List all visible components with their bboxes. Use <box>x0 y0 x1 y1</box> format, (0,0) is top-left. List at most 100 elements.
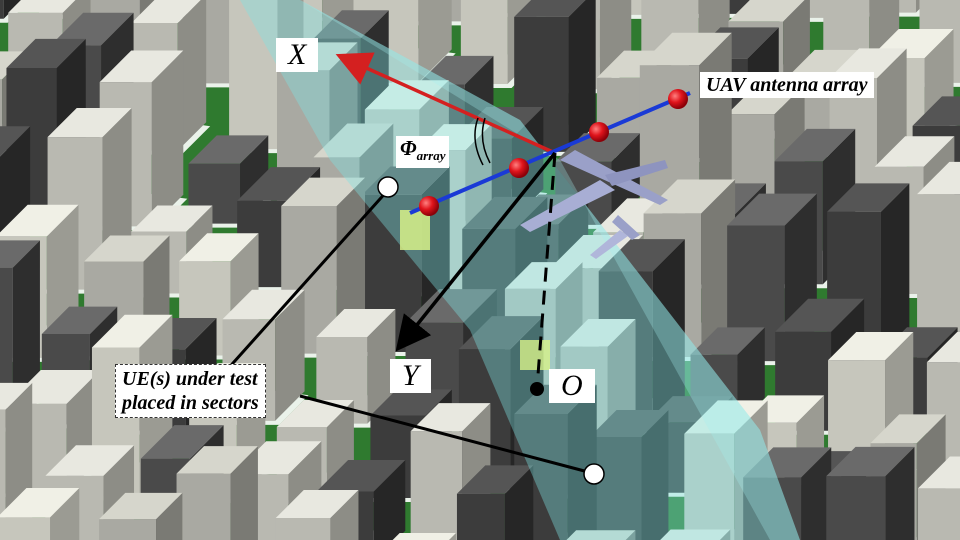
building-roof <box>84 235 170 262</box>
building-side <box>880 183 910 361</box>
building-face <box>917 194 960 364</box>
building-roof <box>926 331 960 363</box>
building-roof <box>827 183 910 212</box>
building-roof <box>364 80 449 110</box>
building-roof <box>8 0 76 13</box>
building-roof <box>870 414 946 444</box>
building-face <box>410 431 463 540</box>
altitude-dashed-line <box>535 152 557 389</box>
antenna-element-icon <box>589 122 609 142</box>
building-face <box>743 477 802 540</box>
building-roof <box>828 332 914 361</box>
beam-volume <box>240 0 800 540</box>
building-face <box>229 0 278 150</box>
building-roof <box>370 389 452 416</box>
building-side <box>641 410 669 540</box>
building-roof <box>643 179 736 214</box>
uav-drone-icon <box>520 150 668 259</box>
antenna-array-line <box>409 91 691 215</box>
building-face <box>826 476 886 540</box>
building-side <box>448 532 456 540</box>
building-side <box>373 460 406 540</box>
y-axis-arrow <box>395 151 557 352</box>
uav-antenna-array-label: UAV antenna array <box>700 72 874 98</box>
building-roof <box>918 456 960 489</box>
ue-under-test-label: UE(s) under test placed in sectors <box>115 364 266 418</box>
ue-label-line2: placed in sectors <box>122 392 259 414</box>
building-roof <box>176 446 258 474</box>
building-side <box>504 465 534 540</box>
building-roof <box>410 403 491 432</box>
building-side <box>801 447 832 540</box>
building-roof <box>728 0 805 22</box>
building-roof <box>743 447 832 478</box>
building-side <box>885 446 915 540</box>
building-roof <box>0 240 40 268</box>
building-roof <box>131 205 213 232</box>
building-roof <box>99 492 183 520</box>
building-roof <box>188 135 269 164</box>
building-side <box>177 0 207 151</box>
building-roof <box>874 136 955 167</box>
ue-marker-icon <box>583 463 605 485</box>
building-roof <box>140 425 224 459</box>
building-roof <box>99 50 184 83</box>
building-roof <box>0 488 80 518</box>
sector-patch <box>400 210 430 250</box>
building-roof <box>566 530 636 540</box>
building-roof <box>222 289 305 320</box>
phi-array-label: Φarray <box>396 136 450 169</box>
ue-callout-line <box>223 188 390 374</box>
building-roof <box>456 465 534 494</box>
building-roof <box>0 382 33 410</box>
building-face <box>0 517 51 540</box>
building-roof <box>6 38 86 68</box>
building-roof <box>0 126 31 157</box>
building-roof <box>826 446 915 477</box>
antenna-element-icon <box>668 89 688 109</box>
building-face <box>918 488 960 540</box>
building-roof <box>179 233 259 262</box>
building-side <box>719 529 731 540</box>
origin-point <box>530 382 544 396</box>
phi-subscript: array <box>416 148 446 164</box>
building-roof <box>690 327 765 355</box>
building-face <box>275 518 331 540</box>
building-roof <box>392 532 456 540</box>
phi-arc <box>481 117 491 164</box>
building-roof <box>45 445 135 476</box>
y-axis-label: Y <box>390 359 431 393</box>
building-roof <box>47 107 132 138</box>
building-roof <box>237 167 321 201</box>
building-side <box>275 289 305 421</box>
ue-marker-icon <box>377 176 399 198</box>
building-roof <box>275 490 359 519</box>
building-roof <box>684 400 768 434</box>
building-roof <box>504 262 583 289</box>
building-roof <box>316 308 396 337</box>
building-roof <box>50 12 134 46</box>
building-roof <box>0 204 79 237</box>
building-roof <box>560 318 636 347</box>
building-roof <box>458 316 544 350</box>
phi-symbol: Φ <box>400 136 417 160</box>
building-face <box>456 493 505 540</box>
ue-label-line1: UE(s) under test <box>122 368 258 390</box>
building-face <box>0 0 4 19</box>
phi-arc <box>474 117 484 166</box>
building-side <box>418 0 452 83</box>
building-roof <box>131 0 201 23</box>
building-roof <box>313 10 389 39</box>
building-side <box>567 384 597 540</box>
building-roof <box>829 48 907 79</box>
building-roof <box>281 177 366 206</box>
building-side <box>230 446 258 540</box>
building-face <box>727 225 785 362</box>
building-face <box>176 473 231 540</box>
building-roof <box>639 32 732 66</box>
building-roof <box>316 460 406 492</box>
building-side <box>156 492 183 540</box>
building-roof <box>775 298 865 332</box>
